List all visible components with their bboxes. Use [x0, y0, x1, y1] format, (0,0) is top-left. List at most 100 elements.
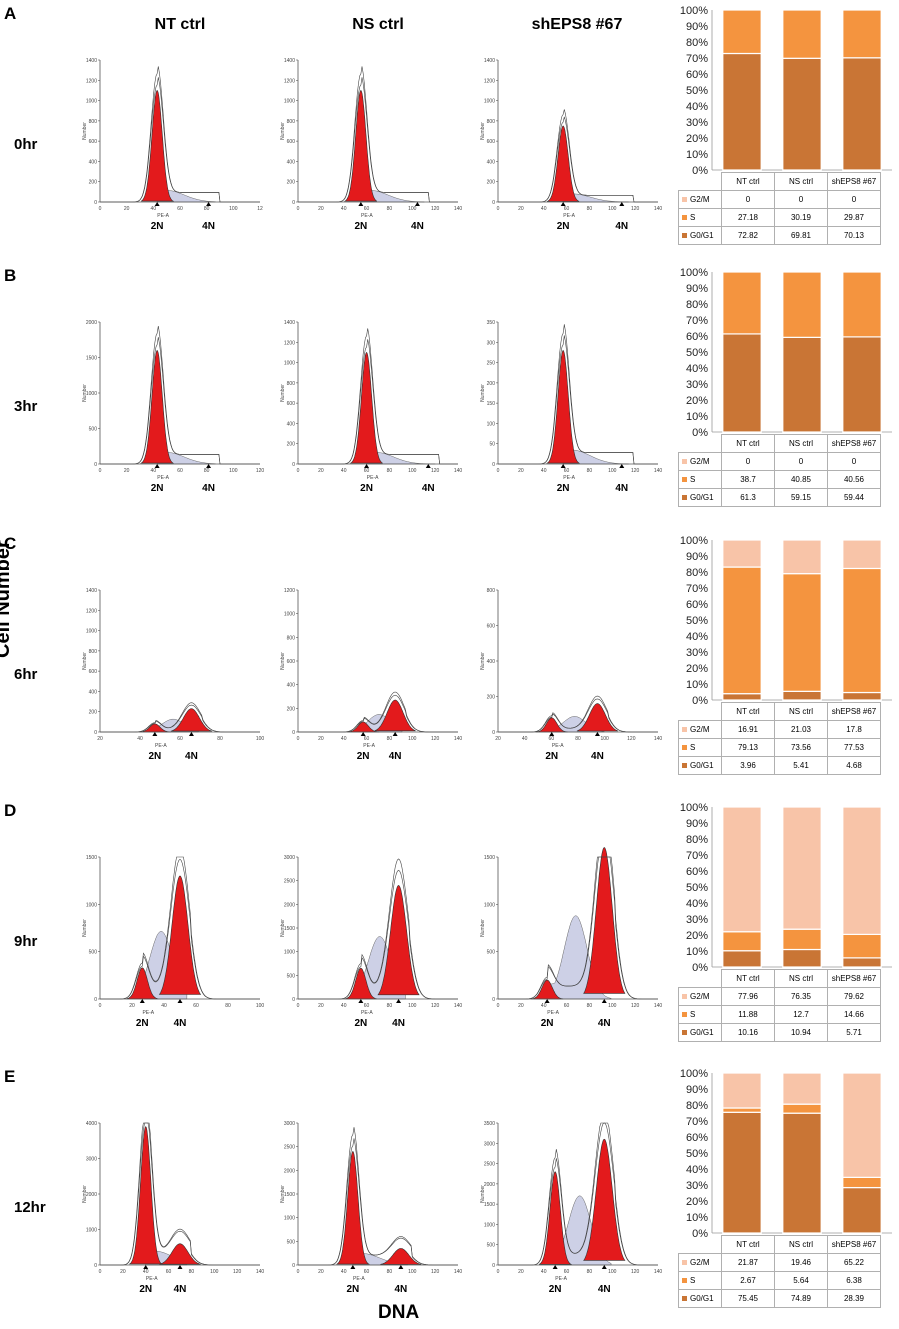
table-corner — [679, 435, 722, 453]
x-tick-label: 60 — [177, 736, 183, 742]
x-tick-label: 60 — [549, 736, 555, 742]
g2-peak — [158, 875, 202, 995]
table-value-cell: 61.3 — [721, 488, 775, 507]
stacked-bar-chart: 0% 10% 20% 30% 40% 50% 60% 70% 80% 90% 100% — [680, 802, 892, 974]
table-header-cell: NS ctrl — [774, 434, 828, 453]
column-title-ns-ctrl: NS ctrl — [352, 16, 404, 33]
flow-histogram: 0 200 400 600 800 1000 1200 1400 0 20 40 60 80 100 120… — [280, 320, 462, 494]
peak-marker — [152, 732, 158, 736]
table-value-cell: 79.13 — [721, 738, 775, 757]
bar-segment-g0g1 — [722, 333, 762, 433]
table-value-cell: 77.53 — [827, 738, 881, 757]
y-tick-label: 600 — [287, 659, 296, 665]
bar-y-tick-label: 30% — [686, 647, 708, 659]
bar-y-tick-label: 50% — [686, 347, 708, 359]
y-tick-label: 1000 — [284, 950, 295, 956]
label-4n: 4N — [185, 751, 198, 762]
table-header-cell: NS ctrl — [774, 702, 828, 721]
peak-marker — [143, 1265, 149, 1269]
y-tick-label: 500 — [89, 950, 98, 956]
y-tick-label: 100 — [487, 421, 496, 427]
table-value-cell: 28.39 — [827, 1289, 881, 1308]
label-4n: 4N — [615, 483, 628, 494]
x-tick-label: 140 — [654, 468, 663, 474]
flow-histogram: 0 50 100 150 200 250 300 350 0 20 40 60 80 100 120 140 N… — [480, 320, 663, 494]
label-4n: 4N — [598, 1018, 611, 1029]
x-tick-label: 0 — [297, 736, 300, 742]
y-tick-label: 1000 — [86, 391, 97, 397]
y-tick-label: 1500 — [484, 1202, 495, 1208]
table-header-cell: NT ctrl — [721, 172, 775, 191]
bar-y-tick-label: 70% — [686, 315, 708, 327]
x-tick-label: 20 — [318, 1003, 324, 1009]
bar-segment-s — [722, 931, 762, 952]
bar-y-tick-label: 20% — [686, 395, 708, 407]
table-header-cell: NS ctrl — [774, 172, 828, 191]
bar-y-tick-label: 60% — [686, 331, 708, 343]
hist-x-label: PE-A — [552, 743, 564, 749]
y-tick-label: 600 — [487, 139, 496, 145]
peak-marker — [544, 999, 550, 1003]
hist-y-label: Number — [82, 919, 88, 937]
bar-segment-s — [722, 566, 762, 695]
y-tick-label: 3000 — [284, 855, 295, 861]
bar-y-tick-label: 80% — [686, 834, 708, 846]
table-value-cell: 0 — [774, 452, 828, 471]
table-value-cell: 3.96 — [721, 756, 775, 775]
x-tick-label: 40 — [541, 468, 547, 474]
stacked-bar-chart: 0% 10% 20% 30% 40% 50% 60% 70% 80% 90% 100% — [680, 535, 892, 707]
table-value-cell: 76.35 — [774, 987, 828, 1006]
peak-marker — [425, 464, 431, 468]
table-header-cell: shEPS8 #67 — [827, 702, 881, 721]
bar-segment-g0g1 — [842, 57, 882, 171]
y-tick-label: 1200 — [284, 78, 295, 84]
bar-segment-g2m — [722, 806, 762, 933]
y-tick-label: 1500 — [284, 1192, 295, 1198]
bar-segment-s — [842, 933, 882, 959]
x-tick-label: 20 — [518, 206, 524, 212]
bar-y-tick-label: 80% — [686, 299, 708, 311]
peak-marker — [177, 999, 183, 1003]
x-tick-label: 120 — [431, 468, 440, 474]
hist-x-label: PE-A — [367, 475, 379, 481]
bar-y-tick-label: 70% — [686, 583, 708, 595]
flow-histogram: 0 1000 2000 3000 4000 0 20 40 60 80 100 120 140 Numbe… — [82, 1121, 264, 1295]
peak-marker — [358, 202, 364, 206]
x-tick-label: 80 — [189, 1269, 195, 1275]
y-tick-label: 400 — [287, 159, 296, 165]
x-tick-label: 40 — [341, 736, 347, 742]
y-tick-label: 200 — [487, 695, 496, 701]
y-tick-label: 0 — [94, 200, 97, 206]
table-value-cell: 16.91 — [721, 720, 775, 739]
bar-y-tick-label: 10% — [686, 411, 708, 423]
g2-peak — [576, 703, 619, 732]
y-tick-label: 800 — [89, 119, 98, 125]
envelope-line — [298, 1138, 458, 1266]
histogram-plot: 0 200 400 600 800 1000 1200 1400 0 20 40 60 80 100 12 N… — [82, 58, 263, 232]
bar-segment-s — [782, 9, 822, 59]
table-header-cell: NT ctrl — [721, 434, 775, 453]
x-tick-label: 40 — [341, 1003, 347, 1009]
x-tick-label: 80 — [575, 736, 581, 742]
table-value-cell: 77.96 — [721, 987, 775, 1006]
g1-peak — [535, 717, 568, 733]
legend-text: G0/G1 — [690, 493, 714, 502]
bar-segment-g2m — [782, 1072, 822, 1105]
table-value-cell: 0 — [774, 190, 828, 209]
x-tick-label: 40 — [151, 468, 157, 474]
x-tick-label: 20 — [97, 736, 103, 742]
label-4n: 4N — [174, 1018, 187, 1029]
x-tick-label: 80 — [387, 1003, 393, 1009]
x-tick-label: 100 — [608, 206, 617, 212]
bar-y-tick-label: 100% — [680, 802, 708, 814]
y-tick-label: 1000 — [484, 1222, 495, 1228]
time-label: 9hr — [14, 933, 38, 950]
x-tick-label: 80 — [387, 206, 393, 212]
x-tick-label: 60 — [564, 1003, 570, 1009]
table-row: G2/M 0 0 0 — [678, 190, 881, 209]
label-2n: 2N — [545, 751, 558, 762]
x-tick-label: 100 — [408, 736, 417, 742]
y-tick-label: 1000 — [86, 629, 97, 635]
bar-segment-g0g1 — [722, 52, 762, 171]
peak-marker — [601, 999, 607, 1003]
